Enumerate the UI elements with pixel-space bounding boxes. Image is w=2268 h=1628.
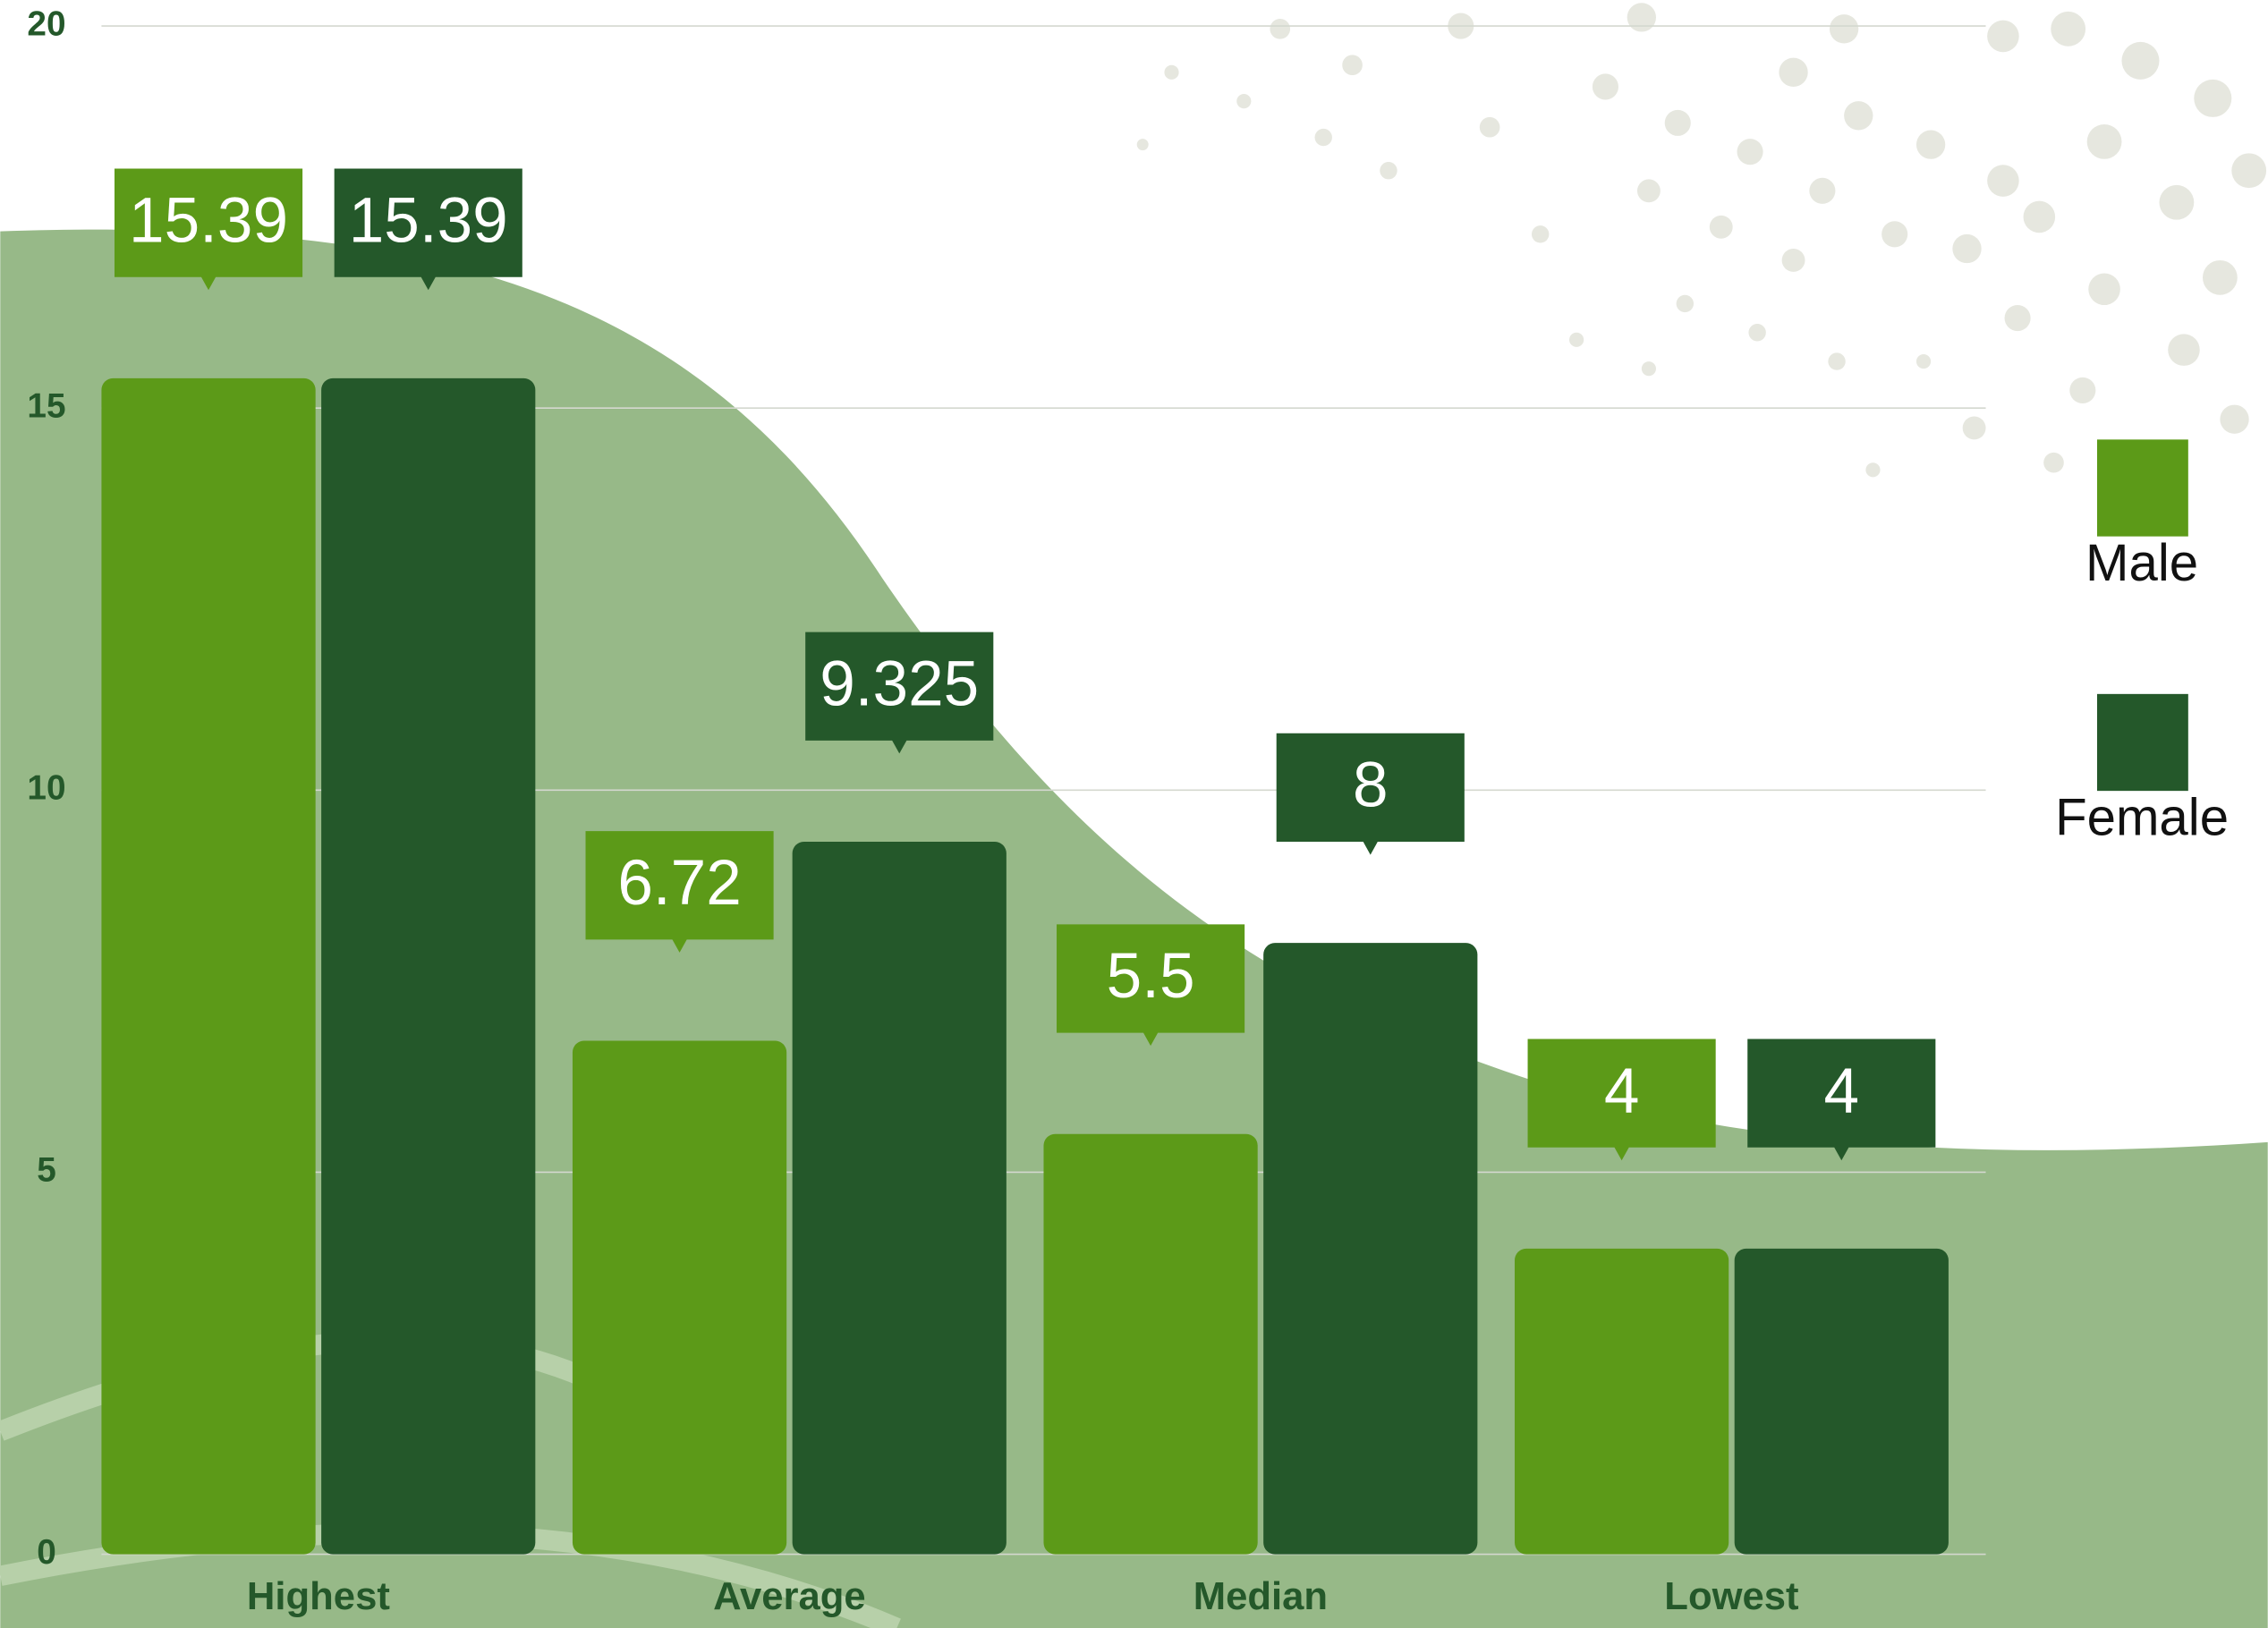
value-label: 15.39 — [129, 185, 288, 256]
value-label: 5.5 — [1107, 941, 1195, 1012]
bar — [1043, 1134, 1257, 1555]
x-tick-label: Average — [713, 1574, 866, 1618]
bar — [793, 842, 1007, 1555]
bar — [1735, 1249, 1949, 1555]
value-label: 9.325 — [820, 649, 979, 719]
value-label: 4 — [1824, 1056, 1860, 1126]
bar — [573, 1041, 786, 1555]
chart: 0 5 10 15 20 Highest 15.39 15.39 Average 6.72 9.32… — [0, 0, 2268, 1628]
bar — [101, 378, 315, 1555]
legend-label: Female — [2055, 788, 2229, 846]
y-tick-label: 20 — [27, 4, 65, 43]
x-tick-label: Highest — [247, 1574, 390, 1618]
y-tick-label: 10 — [27, 769, 65, 808]
legend-swatch — [2097, 694, 2188, 791]
bar — [1515, 1249, 1729, 1555]
bar — [321, 378, 535, 1555]
x-tick-label: Lowest — [1664, 1574, 1798, 1618]
y-tick-label: 15 — [27, 386, 65, 425]
value-label: 15.39 — [349, 185, 508, 256]
y-tick-label: 5 — [37, 1151, 56, 1190]
legend-swatch — [2097, 439, 2188, 536]
legend-label: Male — [2085, 534, 2198, 592]
x-tick-label: Median — [1193, 1574, 1328, 1618]
bar — [1263, 943, 1477, 1554]
value-label: 4 — [1604, 1056, 1640, 1126]
value-label: 8 — [1353, 750, 1389, 821]
value-label: 6.72 — [617, 848, 741, 919]
y-tick-label: 0 — [37, 1533, 56, 1572]
